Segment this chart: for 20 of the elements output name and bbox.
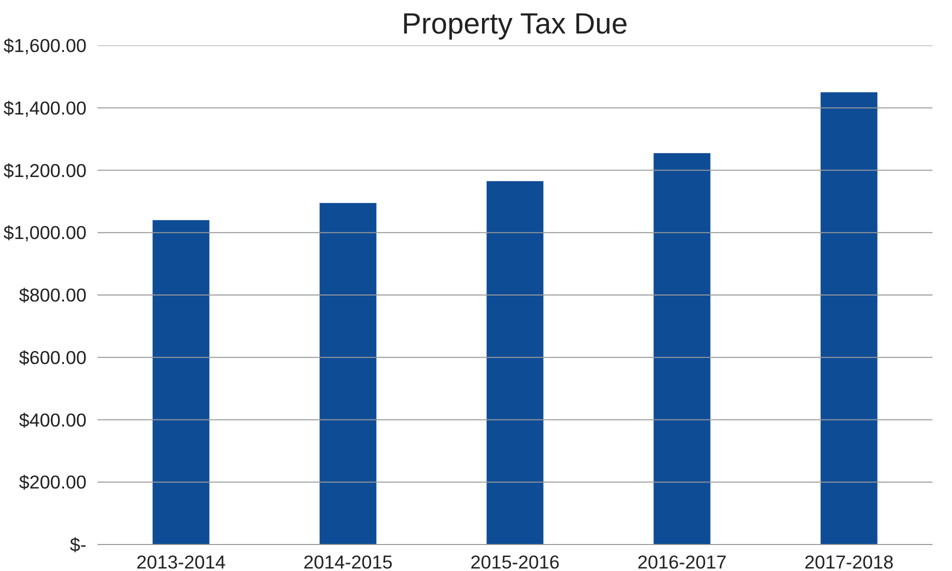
y-tick-label: $800.00 [19,284,87,306]
y-tick-label: $600.00 [19,346,87,368]
bar [152,220,210,544]
x-tick-label: 2014-2015 [303,552,393,571]
bar [820,92,878,544]
bar [654,153,710,544]
x-tick-label: 2016-2017 [637,552,727,571]
chart-title: Property Tax Due [402,8,628,40]
y-tick-label: $1,200.00 [4,160,87,181]
y-tick-label: $1,400.00 [4,97,87,118]
bar [320,202,376,544]
x-tick-label: 2017-2018 [804,552,894,571]
y-tick-label: $1,600.00 [4,35,87,56]
x-tick-label: 2013-2014 [136,552,226,571]
bar [486,181,544,544]
y-tick-label: $200.00 [19,472,87,493]
y-tick-label: $1,000.00 [4,222,87,244]
y-tick-label: $400.00 [19,409,87,430]
x-tick-label: 2015-2016 [470,552,560,571]
y-tick-label: $- [70,534,87,555]
